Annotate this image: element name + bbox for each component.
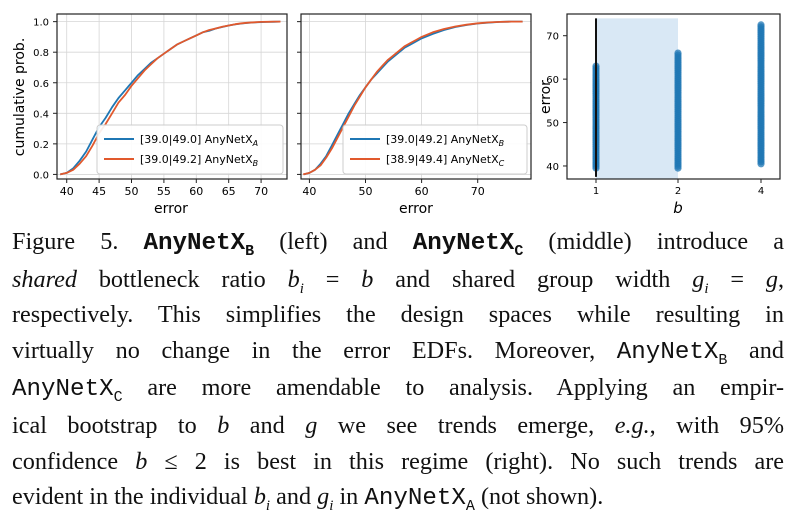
caption-line-3: respectively. This simplifies the design… xyxy=(12,301,784,329)
panel-middle: 40 50 60 70 error [39.0|49.2] AnyNetXB [38.… xyxy=(297,13,532,217)
left-xlabel: error xyxy=(154,201,188,217)
middle-ticks: 40 50 60 70 xyxy=(297,21,485,198)
right-ylabel: error xyxy=(538,80,554,114)
figure-caption: Figure 5. AnyNetXB (left) and AnyNetXC (… xyxy=(12,224,784,517)
middle-legend-label-2: [38.9|49.4] AnyNetXC xyxy=(386,153,505,168)
left-plot-frame xyxy=(56,13,288,180)
caption-anynetxc: AnyNetXC xyxy=(412,230,524,260)
caption-code-b: AnyNetXB xyxy=(616,338,728,369)
left-xtick-label-2: 50 xyxy=(125,185,139,198)
right-xtick-label-2: 4 xyxy=(758,186,764,197)
middle-xtick-label-3: 70 xyxy=(471,185,485,198)
caption-code-a: AnyNetXA xyxy=(364,485,475,515)
right-highlight-band xyxy=(596,18,678,180)
right-plot-frame xyxy=(566,13,781,180)
figure-5-charts: 40 45 50 55 60 65 70 0.0 0.2 0.4 0.6 0.8 1.0 error c… xyxy=(12,13,781,217)
panel-right: 40 50 60 70 1 2 4 b error xyxy=(538,13,781,217)
panel-left: 40 45 50 55 60 65 70 0.0 0.2 0.4 0.6 0.8 1.0 error c… xyxy=(12,13,288,217)
right-ytick-label-3: 70 xyxy=(546,32,559,43)
middle-plot-frame xyxy=(300,13,532,180)
left-ytick-label-0: 0.0 xyxy=(33,170,49,181)
right-xtick-label-1: 2 xyxy=(675,186,681,197)
middle-xtick-label-0: 40 xyxy=(302,185,316,198)
right-point-b2-59 xyxy=(674,49,682,57)
left-xtick-label-6: 70 xyxy=(254,185,268,198)
middle-series-1-line xyxy=(302,20,523,176)
left-ytick-label-3: 0.6 xyxy=(33,79,49,90)
left-legend: [39.0|49.0] AnyNetXA [39.0|49.2] AnyNetX… xyxy=(96,124,284,175)
left-ylabel: cumulative prob. xyxy=(12,38,28,157)
left-ticks: 40 45 50 55 60 65 70 0.0 0.2 0.4 0.6 0.8 1.0 xyxy=(33,18,268,198)
left-legend-label-1: [39.0|49.0] AnyNetXA xyxy=(140,133,258,148)
left-xtick-label-1: 45 xyxy=(92,185,106,198)
middle-xlabel: error xyxy=(399,201,433,217)
left-ytick-label-4: 0.8 xyxy=(33,48,49,59)
left-xtick-label-4: 60 xyxy=(189,185,203,198)
middle-xtick-label-2: 60 xyxy=(415,185,429,198)
caption-line-7: confidence b ≤ 2 is best in this regime … xyxy=(12,447,785,475)
middle-legend-box xyxy=(342,124,528,175)
left-ytick-label-5: 1.0 xyxy=(33,18,49,29)
caption-anynetxb: AnyNetXB xyxy=(143,230,255,260)
right-xtick-label-0: 1 xyxy=(593,186,599,197)
right-ticks: 40 50 60 70 1 2 4 xyxy=(546,32,764,197)
caption-line-4: virtually no change in the error EDFs. M… xyxy=(12,336,784,369)
left-xtick-label-3: 55 xyxy=(157,185,171,198)
left-legend-box xyxy=(96,124,284,175)
left-ytick-label-1: 0.2 xyxy=(33,140,49,151)
right-ytick-label-2: 60 xyxy=(546,75,559,86)
right-xlabel: b xyxy=(673,199,683,217)
middle-xtick-label-1: 50 xyxy=(359,185,373,198)
caption-code-c: AnyNetXC xyxy=(12,376,123,407)
right-ytick-label-0: 40 xyxy=(546,162,559,173)
right-point-b4-71 xyxy=(757,21,765,29)
left-ytick-label-2: 0.4 xyxy=(33,109,49,120)
left-legend-label-2: [39.0|49.2] AnyNetXB xyxy=(140,153,258,168)
caption-line-8: evident in the individual bi and gi in A… xyxy=(12,483,604,515)
caption-line-5: AnyNetXC are more amendable to analysis.… xyxy=(12,374,784,407)
middle-series xyxy=(302,20,523,176)
middle-legend: [39.0|49.2] AnyNetXB [38.9|49.4] AnyNetX… xyxy=(342,124,528,175)
right-ytick-label-1: 50 xyxy=(546,119,559,130)
left-xtick-label-0: 40 xyxy=(60,185,74,198)
caption-figure-number: Figure 5. xyxy=(12,228,144,255)
caption-line-2: shared bottleneck ratio bi = b and share… xyxy=(12,265,784,297)
left-xtick-label-5: 65 xyxy=(222,185,236,198)
middle-legend-label-1: [39.0|49.2] AnyNetXB xyxy=(386,133,504,148)
caption-line-6: ical bootstrap to b and g we see trends … xyxy=(12,411,784,439)
caption-line-1: Figure 5. AnyNetXB (left) and AnyNetXC (… xyxy=(12,228,784,260)
